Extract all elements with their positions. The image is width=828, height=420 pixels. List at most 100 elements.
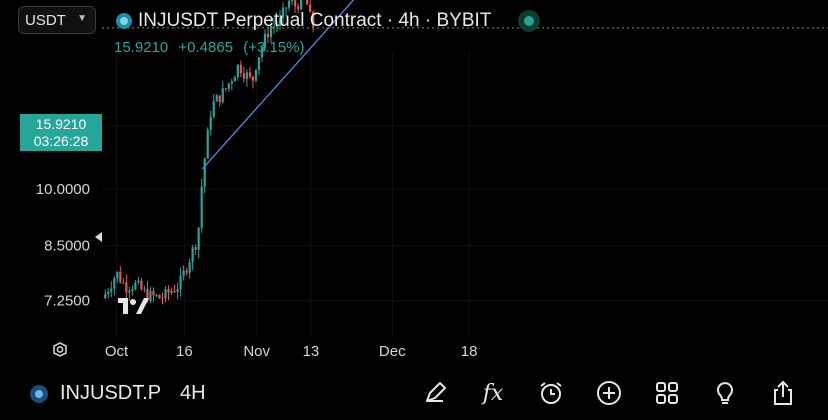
candle (167, 285, 170, 301)
candle (233, 75, 236, 82)
y-tick-label: 8.5000 (44, 237, 90, 254)
candle (119, 266, 122, 284)
quote-currency-select[interactable]: USDT ▼ (18, 6, 96, 34)
grid-icon[interactable] (650, 376, 684, 410)
candle (278, 10, 282, 31)
candle (185, 267, 188, 276)
candle (212, 93, 215, 119)
settings-gear-icon[interactable] (53, 342, 67, 357)
candle (134, 280, 137, 291)
candle (269, 18, 273, 44)
symbol-title-text: INJUSDT Perpetual Contract · 4h · BYBIT (138, 10, 492, 31)
scale-arrow-icon[interactable] (95, 232, 102, 242)
price-change-pct: (+3.15%) (243, 39, 305, 56)
quote-currency-label: USDT (25, 11, 66, 29)
candle (191, 244, 194, 271)
last-price: 15.9210 (114, 39, 169, 56)
chevron-down-icon: ▼ (77, 13, 87, 24)
candle (182, 265, 185, 281)
candle (113, 275, 116, 296)
symbol-title[interactable]: INJUSDT Perpetual Contract · 4h · BYBIT (116, 9, 491, 33)
candle (251, 75, 255, 89)
candle (272, 17, 276, 34)
candle (200, 178, 203, 233)
candle (116, 271, 119, 283)
price-change: +0.4865 (178, 39, 234, 56)
candle (245, 69, 248, 87)
candle (170, 287, 173, 296)
share-icon[interactable] (766, 376, 800, 410)
plus-circle-icon[interactable] (592, 376, 626, 410)
y-tick-label: 10.0000 (36, 181, 90, 198)
candle (206, 127, 209, 159)
inj-logo-icon (30, 384, 48, 403)
market-status-icon[interactable] (518, 10, 540, 32)
price-label-countdown: 03:26:28 (34, 133, 89, 149)
candle (227, 82, 230, 92)
x-tick-label: 13 (303, 343, 320, 360)
candle (263, 29, 267, 52)
trendline[interactable] (201, 0, 356, 170)
candle (158, 294, 161, 299)
pencil-icon[interactable] (418, 376, 452, 410)
candle (110, 281, 113, 298)
candle (173, 284, 176, 294)
x-tick-label: 18 (461, 343, 478, 360)
tradingview-logo (118, 298, 149, 314)
candle (221, 81, 224, 104)
candle (215, 93, 218, 102)
candle (284, 6, 288, 17)
interval-selector[interactable]: 4H (180, 382, 206, 404)
candle (242, 66, 245, 83)
candle (209, 110, 212, 136)
x-tick-label: Dec (379, 343, 406, 360)
candle (236, 64, 239, 81)
x-tick-label: Nov (243, 343, 270, 360)
candle (155, 293, 158, 298)
bottom-toolbar: INJUSDT.P 4H fx (0, 366, 828, 420)
candle (257, 57, 261, 76)
price-label-value: 15.9210 (36, 116, 87, 132)
candle (188, 258, 191, 279)
candle (194, 244, 197, 255)
candle (239, 60, 242, 78)
price-label: 15.9210 03:26:28 (20, 114, 102, 151)
candle (275, 21, 279, 32)
candle (137, 276, 140, 285)
candle (312, 10, 315, 33)
candle (290, 0, 294, 6)
candle (149, 286, 152, 304)
candle (104, 289, 107, 300)
candle (224, 87, 227, 92)
candle (287, 0, 291, 12)
candle (176, 282, 179, 300)
x-tick-label: 16 (176, 343, 193, 360)
candle (152, 287, 155, 302)
candle (140, 277, 143, 291)
fx-indicators-icon[interactable]: fx (482, 380, 504, 406)
y-tick-label: 7.2500 (44, 293, 90, 310)
candle (143, 285, 146, 293)
alarm-clock-icon[interactable] (534, 376, 568, 410)
candle (131, 285, 134, 296)
candle (197, 227, 200, 259)
symbol-selector[interactable]: INJUSDT.P (30, 382, 161, 405)
candle (107, 288, 110, 299)
candle (248, 66, 251, 79)
candle (297, 3, 300, 14)
candle (218, 95, 221, 107)
price-summary: 15.9210 +0.4865 (+3.15%) (114, 39, 311, 56)
candle (164, 286, 167, 303)
candle (161, 292, 164, 305)
candle (128, 286, 131, 301)
candle (266, 26, 270, 43)
candle (281, 2, 285, 26)
candle (309, 0, 312, 13)
candle (125, 274, 128, 302)
candle (300, 0, 303, 11)
lightbulb-icon[interactable] (708, 376, 742, 410)
candle (260, 44, 264, 63)
candle (254, 69, 258, 83)
candle (179, 267, 182, 297)
